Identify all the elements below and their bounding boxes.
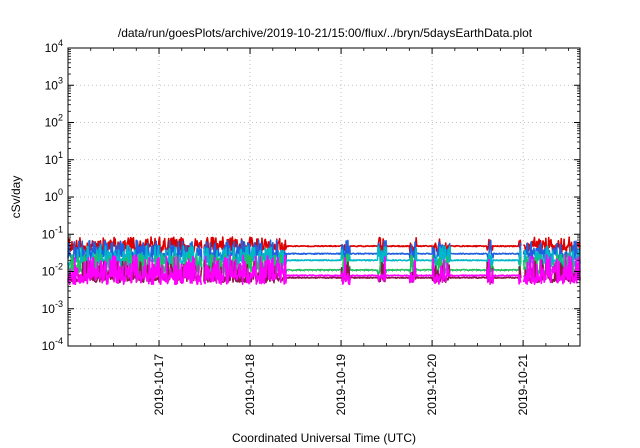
- y-axis: 10-4 10-3 10-2 10-1 100 101 102 103 104: [42, 38, 580, 353]
- y-tick-label: 10-1: [42, 224, 63, 241]
- x-axis: 2019-10-17 2019-10-18 2019-10-19 2019-10-20…: [90, 48, 570, 416]
- y-tick-label: 100: [45, 187, 63, 204]
- y-tick-label: 101: [45, 150, 63, 167]
- x-axis-label: Coordinated Universal Time (UTC): [232, 431, 416, 445]
- y-tick-label: 10-4: [42, 336, 63, 353]
- y-axis-label: cSv/day: [9, 176, 23, 219]
- y-tick-label: 102: [45, 113, 63, 130]
- chart-title: /data/run/goesPlots/archive/2019-10-21/1…: [118, 26, 533, 40]
- x-tick-label: 2019-10-21: [516, 354, 530, 416]
- x-tick-label: 2019-10-20: [425, 354, 439, 416]
- y-tick-label: 104: [45, 38, 63, 55]
- series-line-6: [67, 254, 581, 286]
- x-tick-label: 2019-10-19: [334, 354, 348, 416]
- x-tick-label: 2019-10-17: [152, 354, 166, 416]
- y-tick-label: 10-2: [42, 262, 63, 279]
- x-tick-label: 2019-10-18: [243, 354, 257, 416]
- series-layer: [67, 236, 581, 286]
- y-tick-label: 10-3: [42, 299, 63, 316]
- y-tick-label: 103: [45, 75, 63, 92]
- grid-lines: [68, 48, 580, 346]
